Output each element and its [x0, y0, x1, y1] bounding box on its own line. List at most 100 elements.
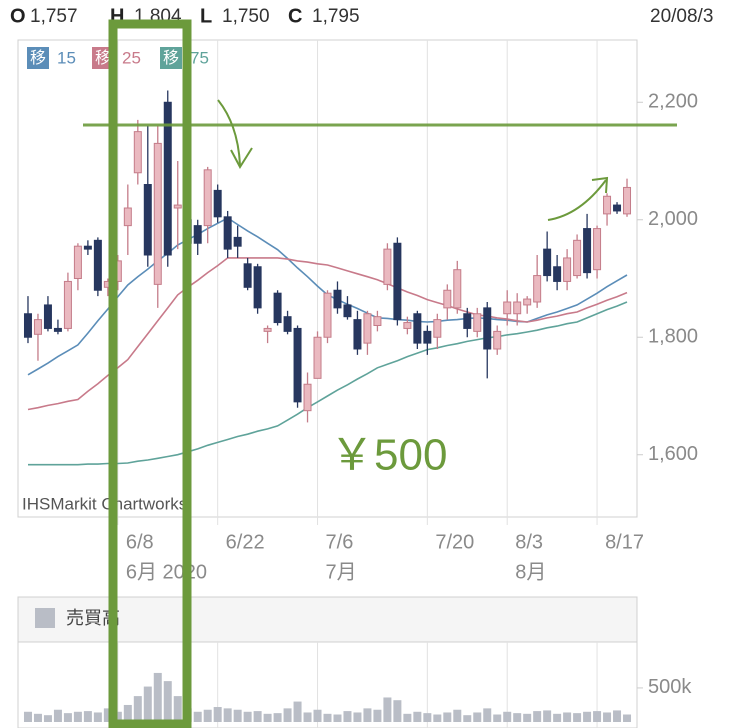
candle-body: [253, 266, 262, 309]
volume-bar: [563, 712, 572, 722]
volume-bar: [363, 708, 372, 722]
legend-swatch: [35, 608, 55, 628]
candle-body: [343, 304, 352, 318]
candle-body: [133, 131, 142, 174]
volume-bar: [523, 713, 532, 722]
volume-bar: [423, 713, 432, 722]
x-tick-label: 8/3: [515, 531, 543, 553]
candle-body: [483, 307, 492, 350]
candle-body: [453, 269, 462, 309]
volume-bar: [283, 708, 292, 722]
volume-bar: [433, 714, 442, 722]
candle-body: [33, 319, 42, 335]
credit: IHSMarkit Chartworks: [22, 494, 187, 513]
volume-bar: [333, 714, 342, 722]
volume-bar: [303, 712, 312, 722]
candle-body: [583, 228, 592, 274]
volume-bar: [73, 711, 82, 722]
candle-body: [223, 216, 232, 250]
volume-bar: [273, 713, 282, 722]
volume-bar: [153, 672, 162, 722]
x-tick-label: 6/22: [226, 531, 265, 553]
highlight-box: [108, 19, 192, 728]
volume-bar: [443, 712, 452, 722]
volume-bar: [373, 709, 382, 722]
volume-bar: [603, 712, 612, 722]
arrow-down: [217, 99, 241, 166]
candle-body: [263, 327, 272, 332]
legend-badge: [27, 47, 49, 69]
volume-bar: [623, 714, 632, 722]
candle-body: [603, 195, 612, 215]
candle-body: [213, 189, 222, 218]
legend-label: 15: [57, 48, 76, 67]
volume-bar: [343, 711, 352, 722]
volume-bar: [323, 713, 332, 722]
candle-body: [363, 313, 372, 344]
volume-bar: [483, 708, 492, 722]
volume-bar: [263, 713, 272, 722]
volume-bar: [33, 713, 42, 722]
volume-bar: [213, 707, 222, 722]
volume-bar: [223, 708, 232, 722]
volume-bar: [63, 713, 72, 722]
candle-body: [473, 313, 482, 332]
volume-bar: [103, 708, 112, 722]
arrow-head: [591, 176, 609, 194]
candle-body: [203, 169, 212, 227]
x-month-label: 8月: [515, 561, 546, 583]
candle-body: [123, 207, 132, 227]
volume-bar: [293, 701, 302, 722]
candle-body: [333, 289, 342, 309]
candle-body: [493, 330, 502, 350]
volume-bar: [463, 715, 472, 722]
candle-body: [73, 245, 82, 279]
x-tick-label: 7/20: [435, 531, 474, 553]
plot-frame: [17, 39, 638, 518]
candle-body: [243, 263, 252, 288]
volume-bar: [43, 715, 52, 722]
candle-body: [173, 204, 182, 209]
date: 20/08/3: [650, 6, 713, 27]
candle-body: [163, 101, 172, 256]
volume-bar: [173, 696, 182, 722]
legend-badge: [160, 47, 182, 69]
candle-body: [323, 292, 332, 338]
x-month-label: 6月 2020: [126, 561, 207, 583]
volume-bar: [253, 711, 262, 722]
volume-bar: [243, 711, 252, 722]
candle-body: [613, 204, 622, 212]
legend-badge-text: 移: [95, 49, 111, 67]
volume-bar: [313, 709, 322, 722]
volume-bar: [533, 711, 542, 722]
ohlc-key: L: [200, 5, 212, 27]
candle-body: [143, 184, 152, 256]
y-tick-label: 1,600: [648, 443, 698, 465]
candle-body: [63, 280, 72, 329]
volume-bar: [83, 711, 92, 722]
x-tick-label: 7/6: [326, 531, 354, 553]
candle-body: [53, 327, 62, 332]
y-tick-label: 500k: [648, 676, 692, 698]
volume-bar: [553, 713, 562, 722]
volume-bar: [233, 709, 242, 722]
candle-body: [433, 319, 442, 338]
annotation: ￥500: [330, 431, 447, 480]
volume-bar: [383, 697, 392, 722]
volume-bar: [613, 710, 622, 722]
volume-bar: [453, 709, 462, 722]
volume-bar: [163, 681, 172, 722]
candle-body: [533, 275, 542, 303]
x-tick-label: 6/8: [126, 531, 154, 553]
volume-bar: [53, 709, 62, 722]
candle-body: [43, 304, 52, 329]
candle-body: [463, 313, 472, 329]
candle-body: [153, 142, 162, 285]
arrow-head: [230, 147, 253, 169]
candle-body: [503, 301, 512, 315]
volume-bar: [353, 712, 362, 722]
candle-body: [373, 316, 382, 326]
x-month-label: 7月: [326, 561, 357, 583]
